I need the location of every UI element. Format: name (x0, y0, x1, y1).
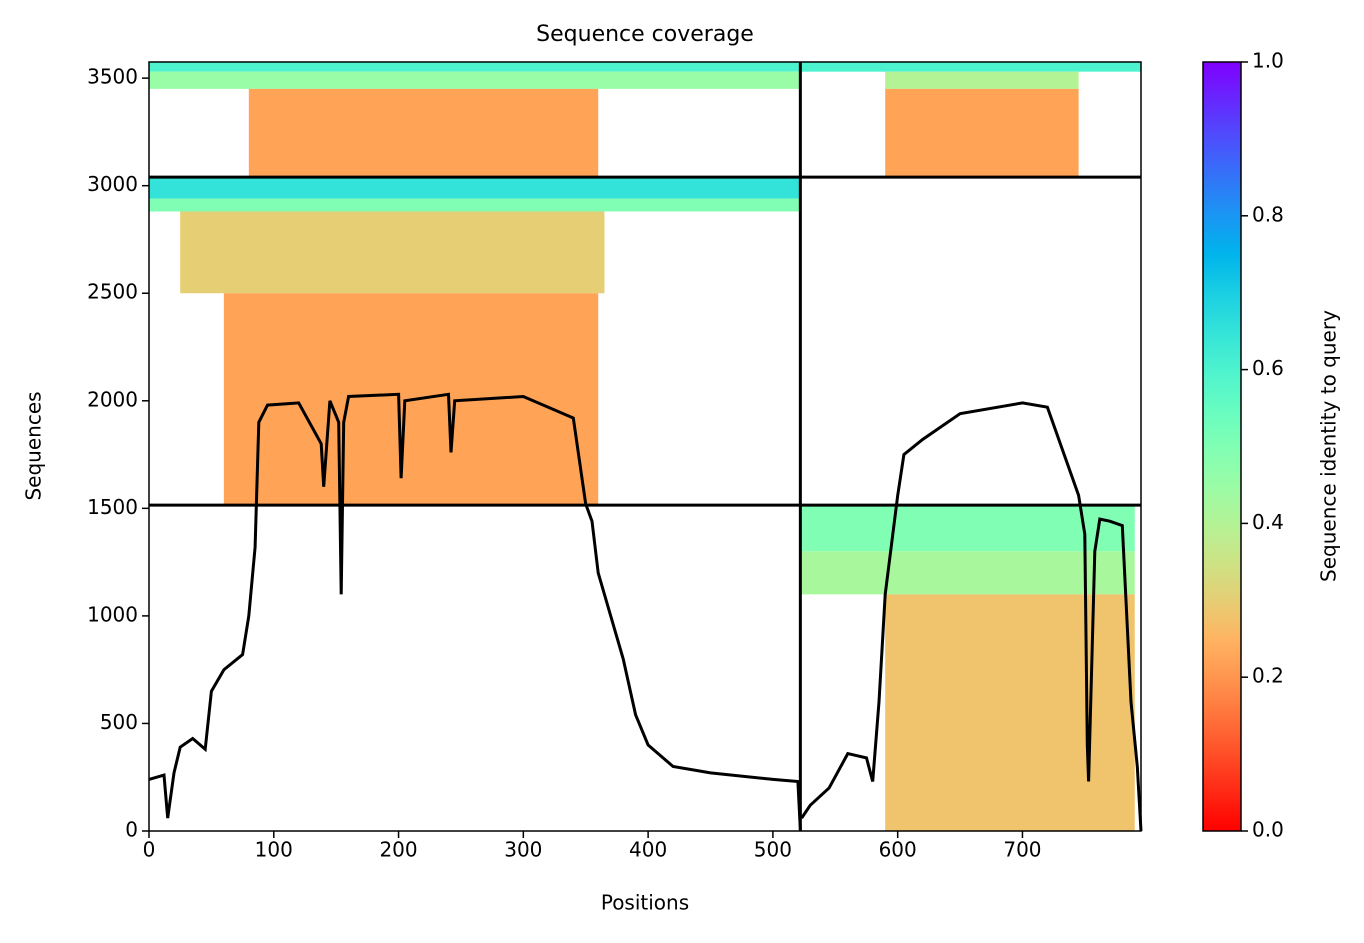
plot-frame (148, 61, 1142, 832)
colorbar-tick-label: 1.0 (1252, 49, 1284, 73)
x-axis-label: Positions (601, 891, 689, 915)
y-tick-label: 0 (125, 818, 138, 842)
x-tick-label: 600 (879, 838, 917, 862)
coverage-block (801, 551, 1135, 595)
coverage-block (149, 71, 801, 89)
colorbar-tick-label: 0.2 (1252, 664, 1284, 688)
coverage-block (248, 88, 599, 178)
x-tick-label: 200 (379, 838, 417, 862)
coverage-block (149, 62, 1141, 72)
y-axis-label: Sequences (22, 391, 46, 500)
colorbar-tick-label: 0.0 (1252, 818, 1284, 842)
coverage-block (885, 88, 1079, 178)
coverage-block (885, 594, 1135, 831)
colorbar-tick-label: 0.8 (1252, 202, 1284, 226)
coverage-block (149, 177, 801, 199)
colorbar-tick-label: 0.6 (1252, 356, 1284, 380)
y-tick-label: 3000 (87, 172, 138, 196)
x-tick-label: 300 (504, 838, 542, 862)
y-tick-label: 2500 (87, 280, 138, 304)
colorbar-tick-label: 0.4 (1252, 510, 1284, 534)
y-tick-label: 2000 (87, 387, 138, 411)
coverage-block (885, 71, 1079, 89)
y-tick-label: 3500 (87, 65, 138, 89)
chart-title: Sequence coverage (536, 22, 754, 47)
coverage-block (180, 211, 605, 294)
coverage-line (148, 392, 1143, 832)
coverage-block (801, 505, 1135, 552)
y-tick-label: 1500 (87, 495, 138, 519)
x-tick-label: 0 (143, 838, 156, 862)
x-tick-label: 700 (1003, 838, 1041, 862)
colorbar-label: Sequence identity to query (1317, 310, 1341, 582)
x-tick-label: 100 (255, 838, 293, 862)
y-tick-label: 500 (100, 710, 138, 734)
x-tick-label: 400 (629, 838, 667, 862)
colorbar (1202, 61, 1242, 832)
y-tick-label: 1000 (87, 602, 138, 626)
x-tick-label: 500 (754, 838, 792, 862)
coverage-block (149, 198, 801, 212)
